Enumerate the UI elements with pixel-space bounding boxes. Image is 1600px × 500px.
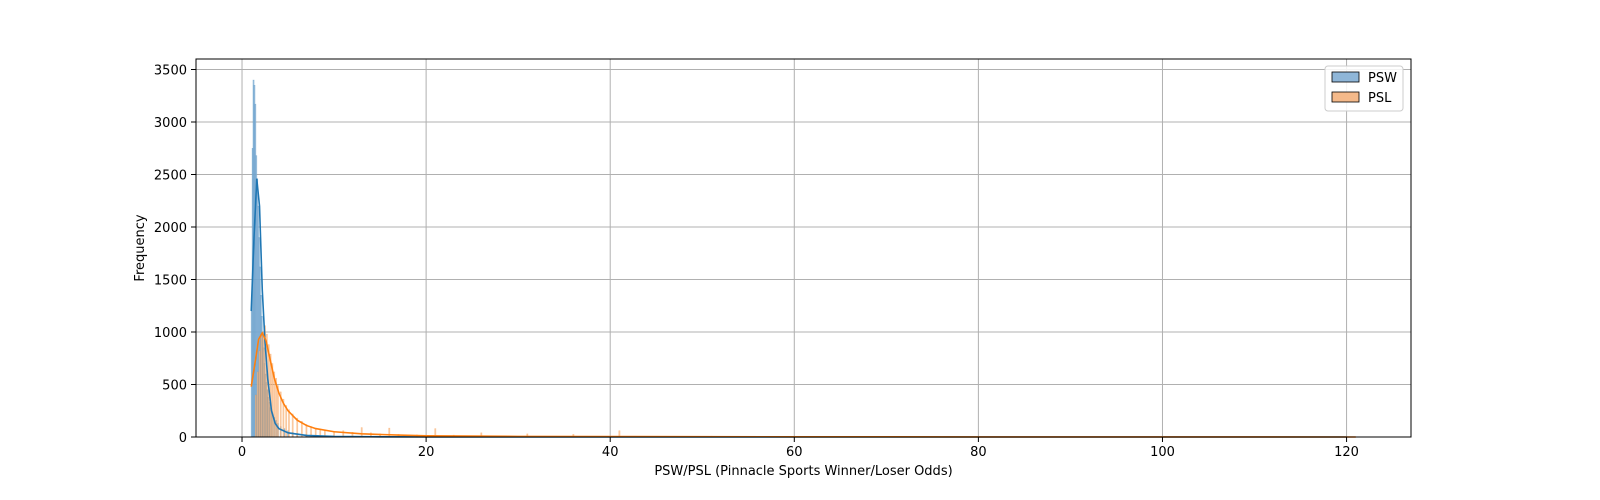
x-axis-label: PSW/PSL (Pinnacle Sports Winner/Loser Od… [654,464,952,479]
x-axis-ticks: 0 20 40 60 80 100 120 [238,437,1359,460]
x-tick-label: 60 [786,445,803,460]
legend-swatch-psl [1331,91,1360,103]
y-tick-label: 500 [162,379,187,394]
bar-psl [262,331,265,438]
y-tick-label: 0 [179,431,187,446]
x-tick-label: 80 [970,445,987,460]
x-tick-label: 40 [602,445,619,460]
bar-psl [388,427,391,438]
x-tick-label: 0 [238,445,246,460]
y-tick-label: 1500 [154,274,187,289]
bar-psl [256,371,259,438]
bar-psl [254,394,257,438]
plot-area-frame [195,58,1412,438]
bar-psl [360,427,363,438]
y-tick-label: 2000 [154,221,187,236]
x-tick-label: 20 [418,445,435,460]
legend-label-psw: PSW [1368,71,1397,86]
kde-line-psl [250,331,1356,438]
y-tick-label: 2500 [154,169,187,184]
y-axis-ticks: 0 500 1000 1500 2000 2500 3000 3500 [154,64,196,446]
y-tick-label: 1000 [154,326,187,341]
bar-psl [258,350,261,438]
y-tick-label: 3000 [154,116,187,131]
y-axis-label: Frequency [133,214,148,281]
legend-label-psl: PSL [1368,91,1392,106]
legend: PSW PSL [1324,65,1404,112]
x-tick-label: 120 [1334,445,1359,460]
y-tick-label: 3500 [154,64,187,79]
legend-swatch-psw [1331,71,1360,83]
bar-psl [260,335,263,438]
x-tick-label: 100 [1150,445,1175,460]
